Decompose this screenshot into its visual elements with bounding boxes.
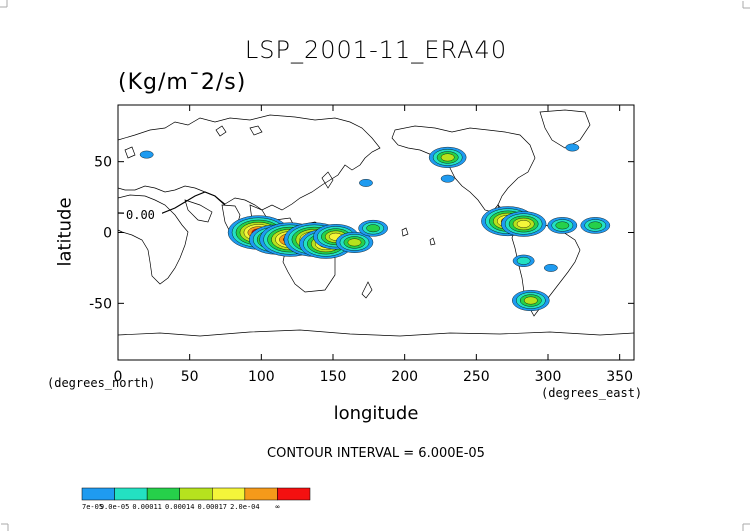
contour-line-label: 0.00 (126, 208, 155, 222)
contour-band (523, 296, 538, 305)
x-axis-label: longitude (333, 403, 419, 424)
contour-band (588, 221, 603, 230)
precip-cell (580, 217, 611, 234)
legend-label: 2.0e-04 (230, 503, 260, 511)
y-tick-label: 50 (94, 155, 112, 171)
legend-label: 0.00017 (198, 503, 228, 511)
contour-band (516, 256, 531, 265)
precip-cell (139, 150, 154, 159)
x-tick-label: 300 (535, 369, 562, 385)
precip-cell (565, 143, 580, 152)
x-tick-label: 350 (606, 369, 633, 385)
contour-band (544, 264, 558, 272)
x-tick-label: 150 (320, 369, 347, 385)
x-unit-left-label: (degrees_north) (47, 376, 156, 390)
y-tick-label: 0 (103, 226, 112, 242)
contour-band (359, 179, 373, 187)
legend-label: ∞ (275, 503, 279, 511)
legend-label: 0.00011 (132, 503, 162, 511)
contour-band (139, 150, 154, 159)
y-axis: 50 0 -50 (89, 155, 634, 312)
x-tick-label: 50 (181, 369, 199, 385)
contour-band (366, 224, 380, 233)
y-axis-label: latitude (54, 197, 76, 267)
chart-units: (Kg/m¯2/s) (118, 70, 247, 95)
precip-cell (335, 231, 374, 253)
legend-label: 7e-05 (82, 503, 103, 511)
precip-cell (512, 290, 550, 312)
precip-features (139, 143, 611, 312)
x-tick-label: 0 (114, 369, 123, 385)
legend-swatch (212, 487, 246, 501)
contour-band (555, 221, 570, 230)
precip-cell (440, 174, 455, 183)
x-unit-right-label: (degrees_east) (541, 386, 643, 400)
x-tick-label: 200 (391, 369, 418, 385)
x-tick-label: 100 (248, 369, 275, 385)
precip-cell (358, 219, 388, 237)
plot-area (117, 104, 635, 361)
precip-cell (547, 217, 578, 234)
precip-cell (359, 179, 373, 187)
contour-band (440, 174, 455, 183)
legend-swatch (277, 487, 311, 501)
legend-swatch (244, 487, 278, 501)
chart-title: LSP_2001-11_ERA40 (244, 36, 508, 64)
legend-label: 9.0e-05 (100, 503, 130, 511)
precip-cell (544, 264, 558, 272)
x-axis: 0 50 100 150 200 250 300 350 (114, 105, 633, 385)
legend-swatch (146, 487, 180, 501)
legend-label: 0.00014 (165, 503, 195, 511)
contour-band (440, 153, 455, 162)
color-legend: 7e-059.0e-05 0.00011 0.00014 0.00017 2.0e-04… (81, 487, 311, 511)
contour-band (516, 220, 531, 228)
legend-swatch (114, 487, 148, 501)
legend-swatch (81, 487, 115, 501)
contour-label-bg (124, 208, 162, 222)
precip-cell (428, 146, 467, 168)
precip-cell (512, 254, 535, 267)
contour-interval-note: CONTOUR INTERVAL = 6.000E-05 (267, 446, 485, 461)
contour-band (347, 238, 362, 247)
precip-cell (500, 211, 547, 237)
legend-swatch (179, 487, 213, 501)
x-tick-label: 250 (463, 369, 490, 385)
y-tick-label: -50 (89, 296, 112, 312)
contour-band (565, 143, 580, 152)
